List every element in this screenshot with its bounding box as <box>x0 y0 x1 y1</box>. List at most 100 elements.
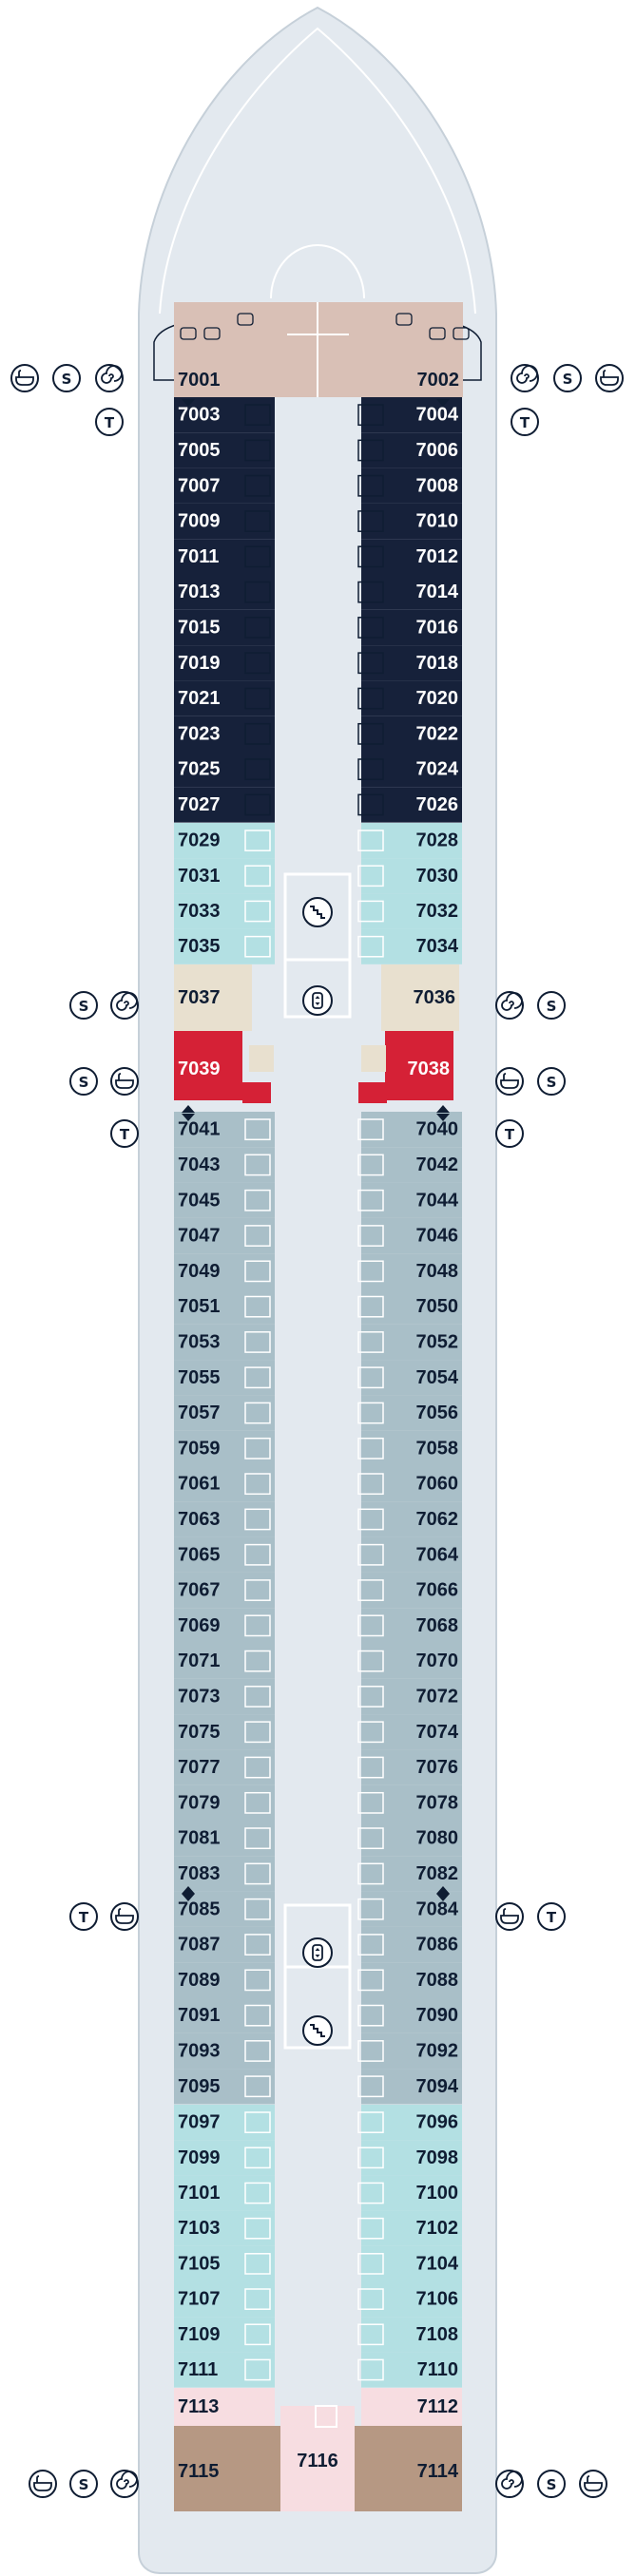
cabin-7112-label: 7112 <box>417 2396 458 2417</box>
corridor-marker <box>182 399 195 407</box>
cabin-7042-label: 7042 <box>416 1154 459 1175</box>
cabin-7070-bg <box>361 1643 462 1679</box>
cabin-7044-label: 7044 <box>416 1190 459 1211</box>
cabin-7085-label: 7085 <box>178 1899 221 1919</box>
tender-icon-label: T <box>505 1126 515 1143</box>
cabin-7098-bg <box>361 2140 462 2176</box>
bathtub-shape <box>115 1908 134 1924</box>
cabin-7089-bg <box>174 1962 275 1998</box>
cabin-7063-bg <box>174 1501 275 1537</box>
cabin-7034-bathroom <box>357 935 384 958</box>
cabin-7067-bathroom <box>244 1579 271 1601</box>
cabin-7049-bg <box>174 1253 275 1289</box>
tender-icon <box>495 1119 524 1148</box>
cabin-7069-label: 7069 <box>178 1615 221 1636</box>
cabin-7048-bg <box>361 1253 462 1289</box>
cabin-7030-bg <box>361 858 462 894</box>
cabin-7040-bathroom <box>357 1118 384 1141</box>
cabin-7086-label: 7086 <box>416 1935 459 1956</box>
cabin-7038-label: 7038 <box>408 1059 451 1079</box>
cabin-7035-label: 7035 <box>178 936 221 957</box>
cabin-7097-label: 7097 <box>178 2112 221 2133</box>
cabin-7075-bg <box>174 1714 275 1750</box>
bathtub-shape <box>15 370 34 386</box>
cabin-7063-label: 7063 <box>178 1509 221 1530</box>
cabin-7104-bathroom <box>357 2253 384 2275</box>
cabin-7001-bg <box>174 302 287 397</box>
corridor-marker <box>436 1105 450 1113</box>
cabin-7089-label: 7089 <box>178 1970 221 1991</box>
cabin-7103-bg <box>174 2210 275 2246</box>
cabin-7013-label: 7013 <box>178 582 221 602</box>
cabin-7054-bathroom <box>357 1366 384 1389</box>
cabin-7048-bathroom <box>357 1260 384 1283</box>
cabin-7060-bathroom <box>357 1473 384 1496</box>
cabin-7011-label: 7011 <box>178 546 219 567</box>
bathtub-shape <box>115 1073 134 1089</box>
cabin-7062-bg <box>361 1501 462 1537</box>
sauna-icon <box>69 991 98 1020</box>
cabin-7048-label: 7048 <box>416 1261 459 1282</box>
cabin-7032-bathroom <box>357 900 384 923</box>
cabin-7029-label: 7029 <box>178 830 221 851</box>
cabin-7005-bg <box>174 432 275 468</box>
cabin-7037-label: 7037 <box>178 987 221 1008</box>
spa-spiral-icon <box>110 991 139 1020</box>
cabin-7015-bathroom <box>244 617 271 639</box>
spa-spiral-icon <box>95 364 124 392</box>
suite-furniture <box>237 313 254 326</box>
cabin-7104-bg <box>361 2245 462 2281</box>
cabin-7091-bathroom <box>244 2004 271 2027</box>
cabin-7042-bathroom <box>357 1154 384 1176</box>
cabin-7050-bg <box>361 1288 462 1325</box>
corridor-marker <box>436 1886 450 1894</box>
cabin-7095-bg <box>174 2069 275 2105</box>
cabin-7076-bathroom <box>357 1756 384 1779</box>
cabin-7112-bg <box>361 2388 462 2426</box>
cabin-7031-label: 7031 <box>178 866 221 887</box>
suite-furniture <box>180 327 197 340</box>
sauna-icon-label: S <box>547 1074 557 1091</box>
cabin-7099-bg <box>174 2140 275 2176</box>
spa-spiral <box>116 2471 138 2490</box>
cabin-7033-label: 7033 <box>178 901 221 922</box>
cabin-7108-bathroom <box>357 2323 384 2346</box>
cabin-7022-bathroom <box>357 722 384 745</box>
cabin-7081-bathroom <box>244 1827 271 1850</box>
cabin-7064-bg <box>361 1536 462 1573</box>
elevator-arrows <box>315 1948 320 1957</box>
tender-icon-label: T <box>120 1126 130 1143</box>
spa-spiral <box>501 992 523 1011</box>
cabin-7106-bg <box>361 2281 462 2318</box>
cabin-7010-bathroom <box>357 510 384 532</box>
cabin-7110-label: 7110 <box>417 2359 458 2380</box>
spa-spiral <box>116 992 138 1011</box>
cabin-7031-bg <box>174 858 275 894</box>
corridor-marker <box>436 1894 450 1901</box>
cabin-7023-label: 7023 <box>178 723 221 744</box>
cabin-7067-label: 7067 <box>178 1580 221 1601</box>
cabin-7012-bg <box>361 539 462 575</box>
cabin-7056-bathroom <box>357 1402 384 1424</box>
cabin-7020-bathroom <box>357 687 384 710</box>
cabin-7070-label: 7070 <box>416 1651 459 1671</box>
cabin-7051-bathroom <box>244 1295 271 1318</box>
cabin-7016-label: 7016 <box>416 617 459 638</box>
aft-stairwell <box>283 1903 352 2050</box>
cabin-7053-bg <box>174 1324 275 1361</box>
cabin-7006-bathroom <box>357 439 384 462</box>
cabin-7076-bg <box>361 1749 462 1785</box>
cabin-7064-label: 7064 <box>416 1544 459 1565</box>
cabin-7013-bg <box>174 574 275 610</box>
tender-icon-label: T <box>79 1909 89 1926</box>
elevator-icon <box>302 1937 333 1968</box>
cabin-7052-bg <box>361 1324 462 1361</box>
cabin-7055-bg <box>174 1360 275 1396</box>
cabin-7021-bathroom <box>244 687 271 710</box>
cabin-7008-bg <box>361 467 462 504</box>
cabin-7105-label: 7105 <box>178 2253 221 2274</box>
cabin-7028-label: 7028 <box>416 830 459 851</box>
cabin-7092-bathroom <box>357 2040 384 2062</box>
cabin-7004-bathroom <box>357 404 384 427</box>
cabin-7115-label: 7115 <box>178 2461 219 2482</box>
